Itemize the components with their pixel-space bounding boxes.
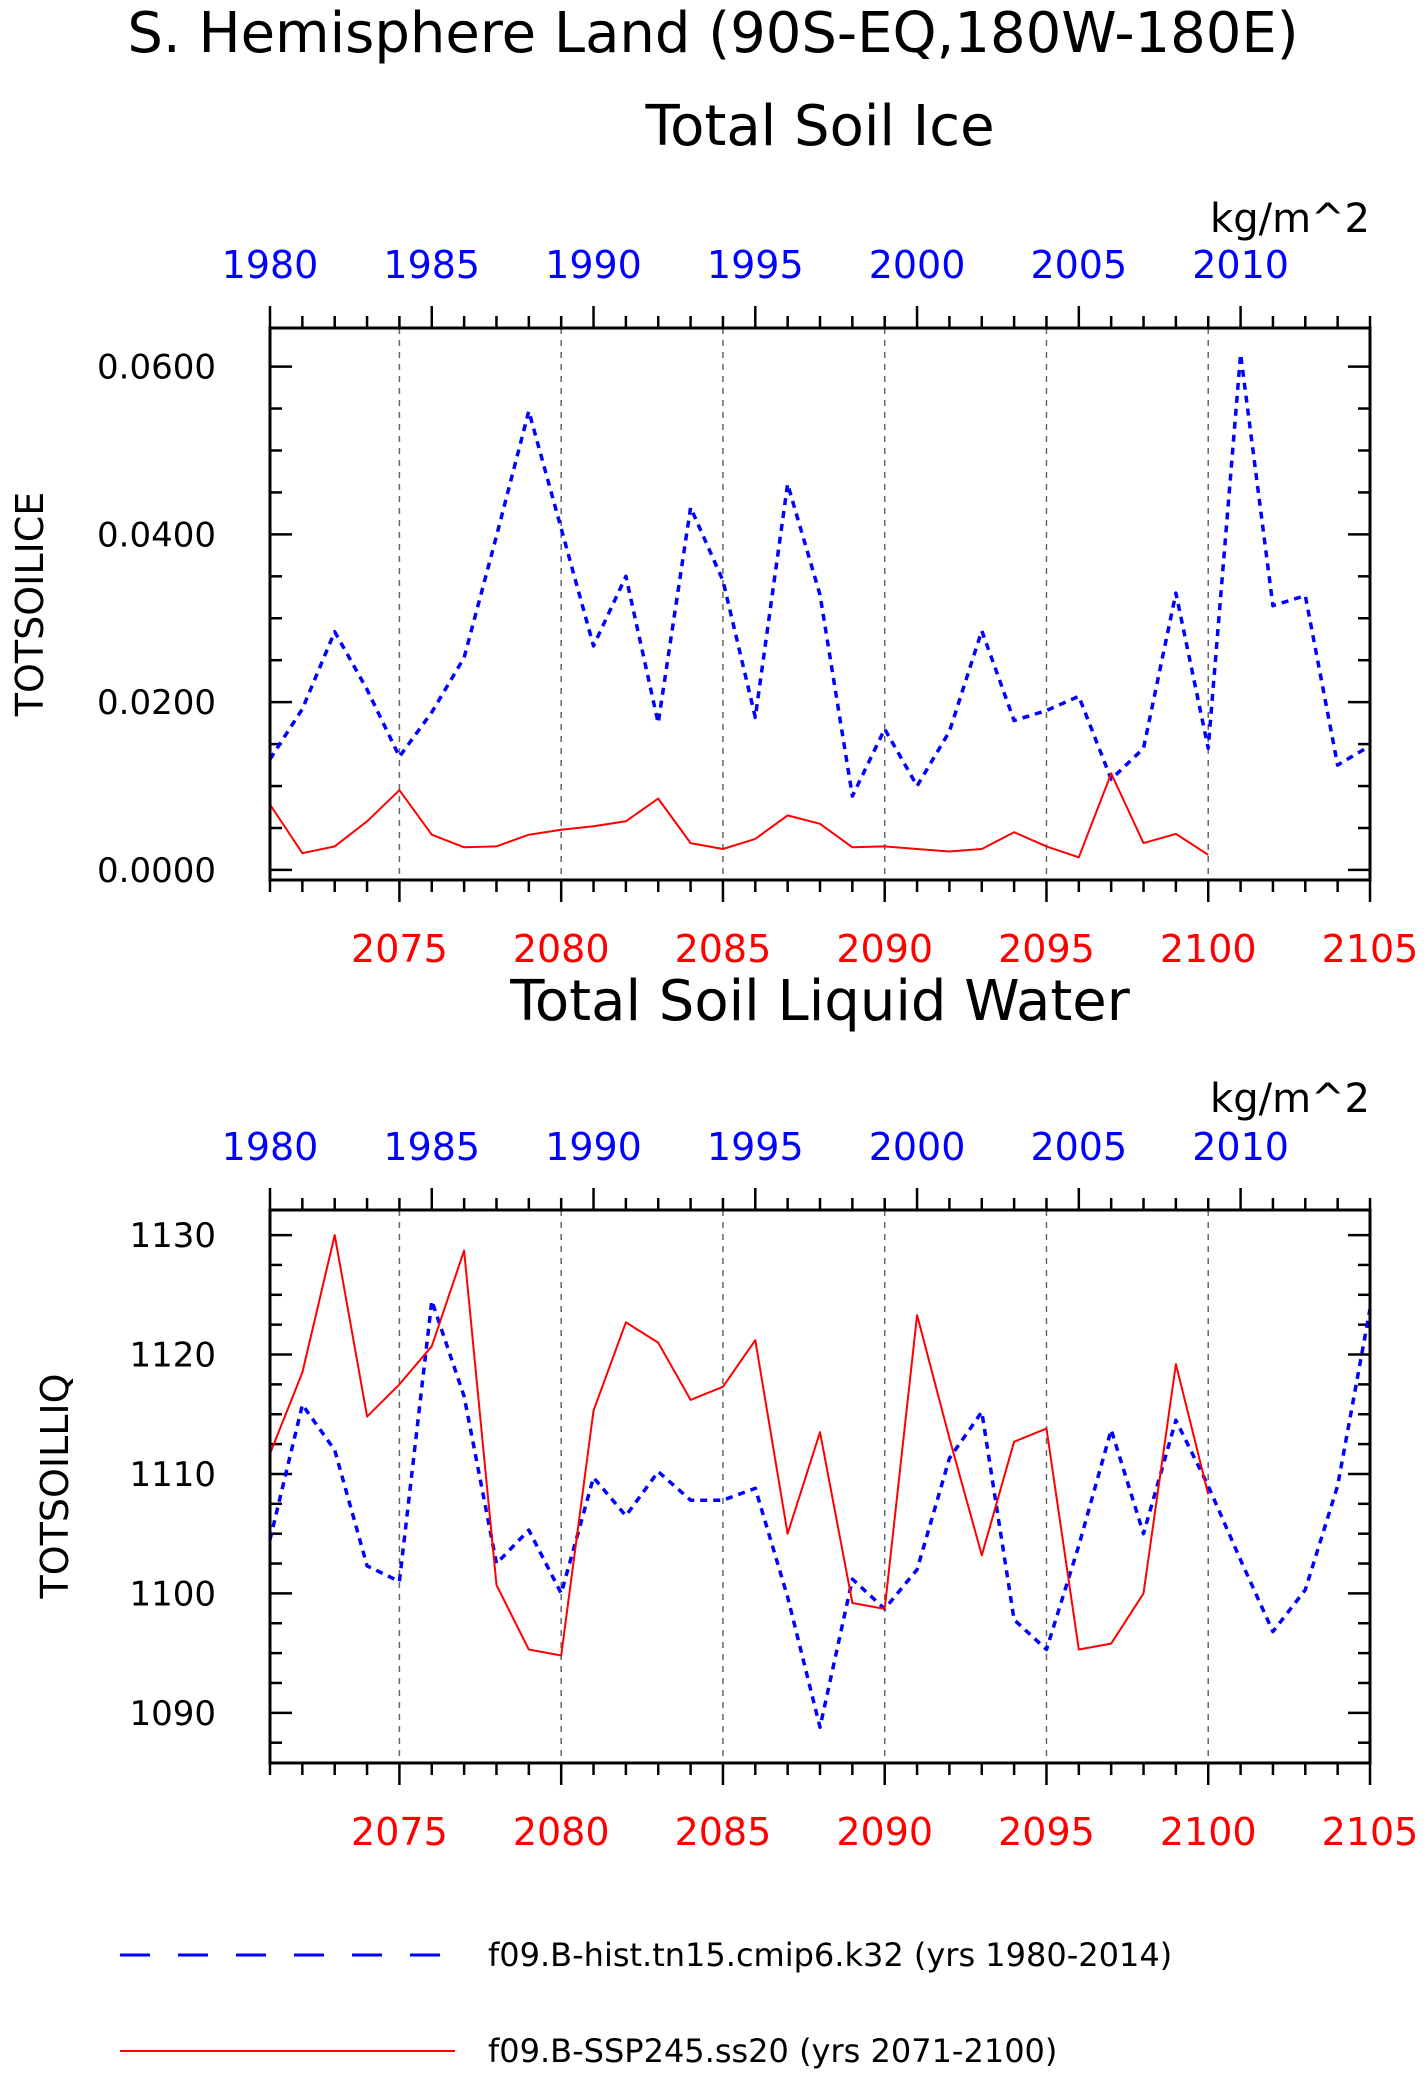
top-tick-label: 1980 (222, 243, 319, 287)
panel-1-y-tick-labels: 0.0000 0.0200 0.0400 0.0600 (97, 348, 216, 891)
panel-2-y-tick-labels: 1090 1100 1110 1120 1130 (129, 1216, 216, 1734)
panel-1-title: Total Soil Ice (644, 94, 994, 159)
bottom-tick-label: 2075 (351, 927, 448, 971)
series-line-ssp (269, 772, 1209, 859)
panel-2-frame (268, 1208, 1372, 1765)
panel-1-grid (398, 328, 1209, 880)
bottom-tick-label: 2080 (513, 1810, 610, 1854)
top-tick-label: 1980 (222, 1125, 319, 1169)
panel-1-units: kg/m^2 (1210, 196, 1370, 242)
y-tick-label: 1120 (129, 1336, 216, 1376)
panel-soil-ice: Total Soil Ice kg/m^2 1980 1985 1990 1995 20… (8, 94, 1418, 971)
y-tick-label: 0.0400 (97, 515, 216, 555)
panel-1-series (268, 352, 1371, 859)
top-tick-label: 1985 (383, 1125, 480, 1169)
top-tick-label: 1995 (707, 1125, 804, 1169)
top-tick-label: 2005 (1030, 243, 1127, 287)
bottom-tick-label: 2090 (836, 927, 933, 971)
legend-hist-label: f09.B-hist.tn15.cmip6.k32 (yrs 1980-2014… (488, 1936, 1172, 1974)
bottom-tick-label: 2100 (1160, 1810, 1257, 1854)
series-line-hist (268, 1299, 1372, 1729)
top-tick-label: 1990 (545, 1125, 642, 1169)
panel-2-y-axis-title: TOTSOILLIQ (33, 1373, 77, 1599)
panel-2-ticks (268, 1188, 1372, 1785)
y-tick-label: 1110 (129, 1455, 216, 1495)
panel-1-top-axis-labels: 1980 1985 1990 1995 2000 2005 2010 (222, 243, 1289, 287)
series-line-ssp (269, 1234, 1210, 1657)
figure-title: S. Hemisphere Land (90S-EQ,180W-180E) (127, 1, 1298, 66)
y-tick-label: 0.0200 (97, 683, 216, 723)
top-tick-label: 1990 (545, 243, 642, 287)
top-tick-label: 2005 (1030, 1125, 1127, 1169)
bottom-tick-label: 2105 (1322, 927, 1419, 971)
bottom-tick-label: 2100 (1160, 927, 1257, 971)
bottom-tick-label: 2085 (675, 927, 772, 971)
y-tick-label: 1090 (129, 1694, 216, 1734)
panel-soil-liquid-water: Total Soil Liquid Water kg/m^2 1980 1985 1… (33, 969, 1418, 1854)
panel-1-ticks (268, 306, 1372, 902)
panel-2-top-axis-labels: 1980 1985 1990 1995 2000 2005 2010 (222, 1125, 1289, 1169)
panel-1-y-axis-title: TOTSOILICE (8, 492, 52, 718)
legend-ssp-label: f09.B-SSP245.ss20 (yrs 2071-2100) (488, 2032, 1057, 2070)
bottom-tick-label: 2080 (513, 927, 610, 971)
bottom-tick-label: 2085 (675, 1810, 772, 1854)
panel-1-frame (268, 326, 1372, 882)
y-tick-label: 1130 (129, 1216, 216, 1256)
bottom-tick-label: 2095 (998, 927, 1095, 971)
y-tick-label: 0.0600 (97, 348, 216, 388)
y-tick-label: 0.0000 (97, 851, 216, 891)
panel-2-title: Total Soil Liquid Water (509, 969, 1131, 1034)
top-tick-label: 2010 (1192, 1125, 1289, 1169)
y-tick-label: 1100 (129, 1574, 216, 1614)
panel-2-series (268, 1234, 1372, 1729)
panel-2-bottom-axis-labels: 2075 2080 2085 2090 2095 2100 2105 (351, 1810, 1418, 1854)
panel-2-grid (398, 1210, 1209, 1763)
top-tick-label: 2000 (869, 243, 966, 287)
top-tick-label: 2010 (1192, 243, 1289, 287)
panel-2-units: kg/m^2 (1210, 1076, 1370, 1122)
bottom-tick-label: 2090 (836, 1810, 933, 1854)
bottom-tick-label: 2105 (1322, 1810, 1419, 1854)
bottom-tick-label: 2095 (998, 1810, 1095, 1854)
legend: f09.B-hist.tn15.cmip6.k32 (yrs 1980-2014… (120, 1936, 1172, 2070)
bottom-tick-label: 2075 (351, 1810, 448, 1854)
series-line-hist (268, 352, 1371, 798)
top-tick-label: 1995 (707, 243, 804, 287)
top-tick-label: 2000 (869, 1125, 966, 1169)
top-tick-label: 1985 (383, 243, 480, 287)
panel-1-bottom-axis-labels: 2075 2080 2085 2090 2095 2100 2105 (351, 927, 1418, 971)
